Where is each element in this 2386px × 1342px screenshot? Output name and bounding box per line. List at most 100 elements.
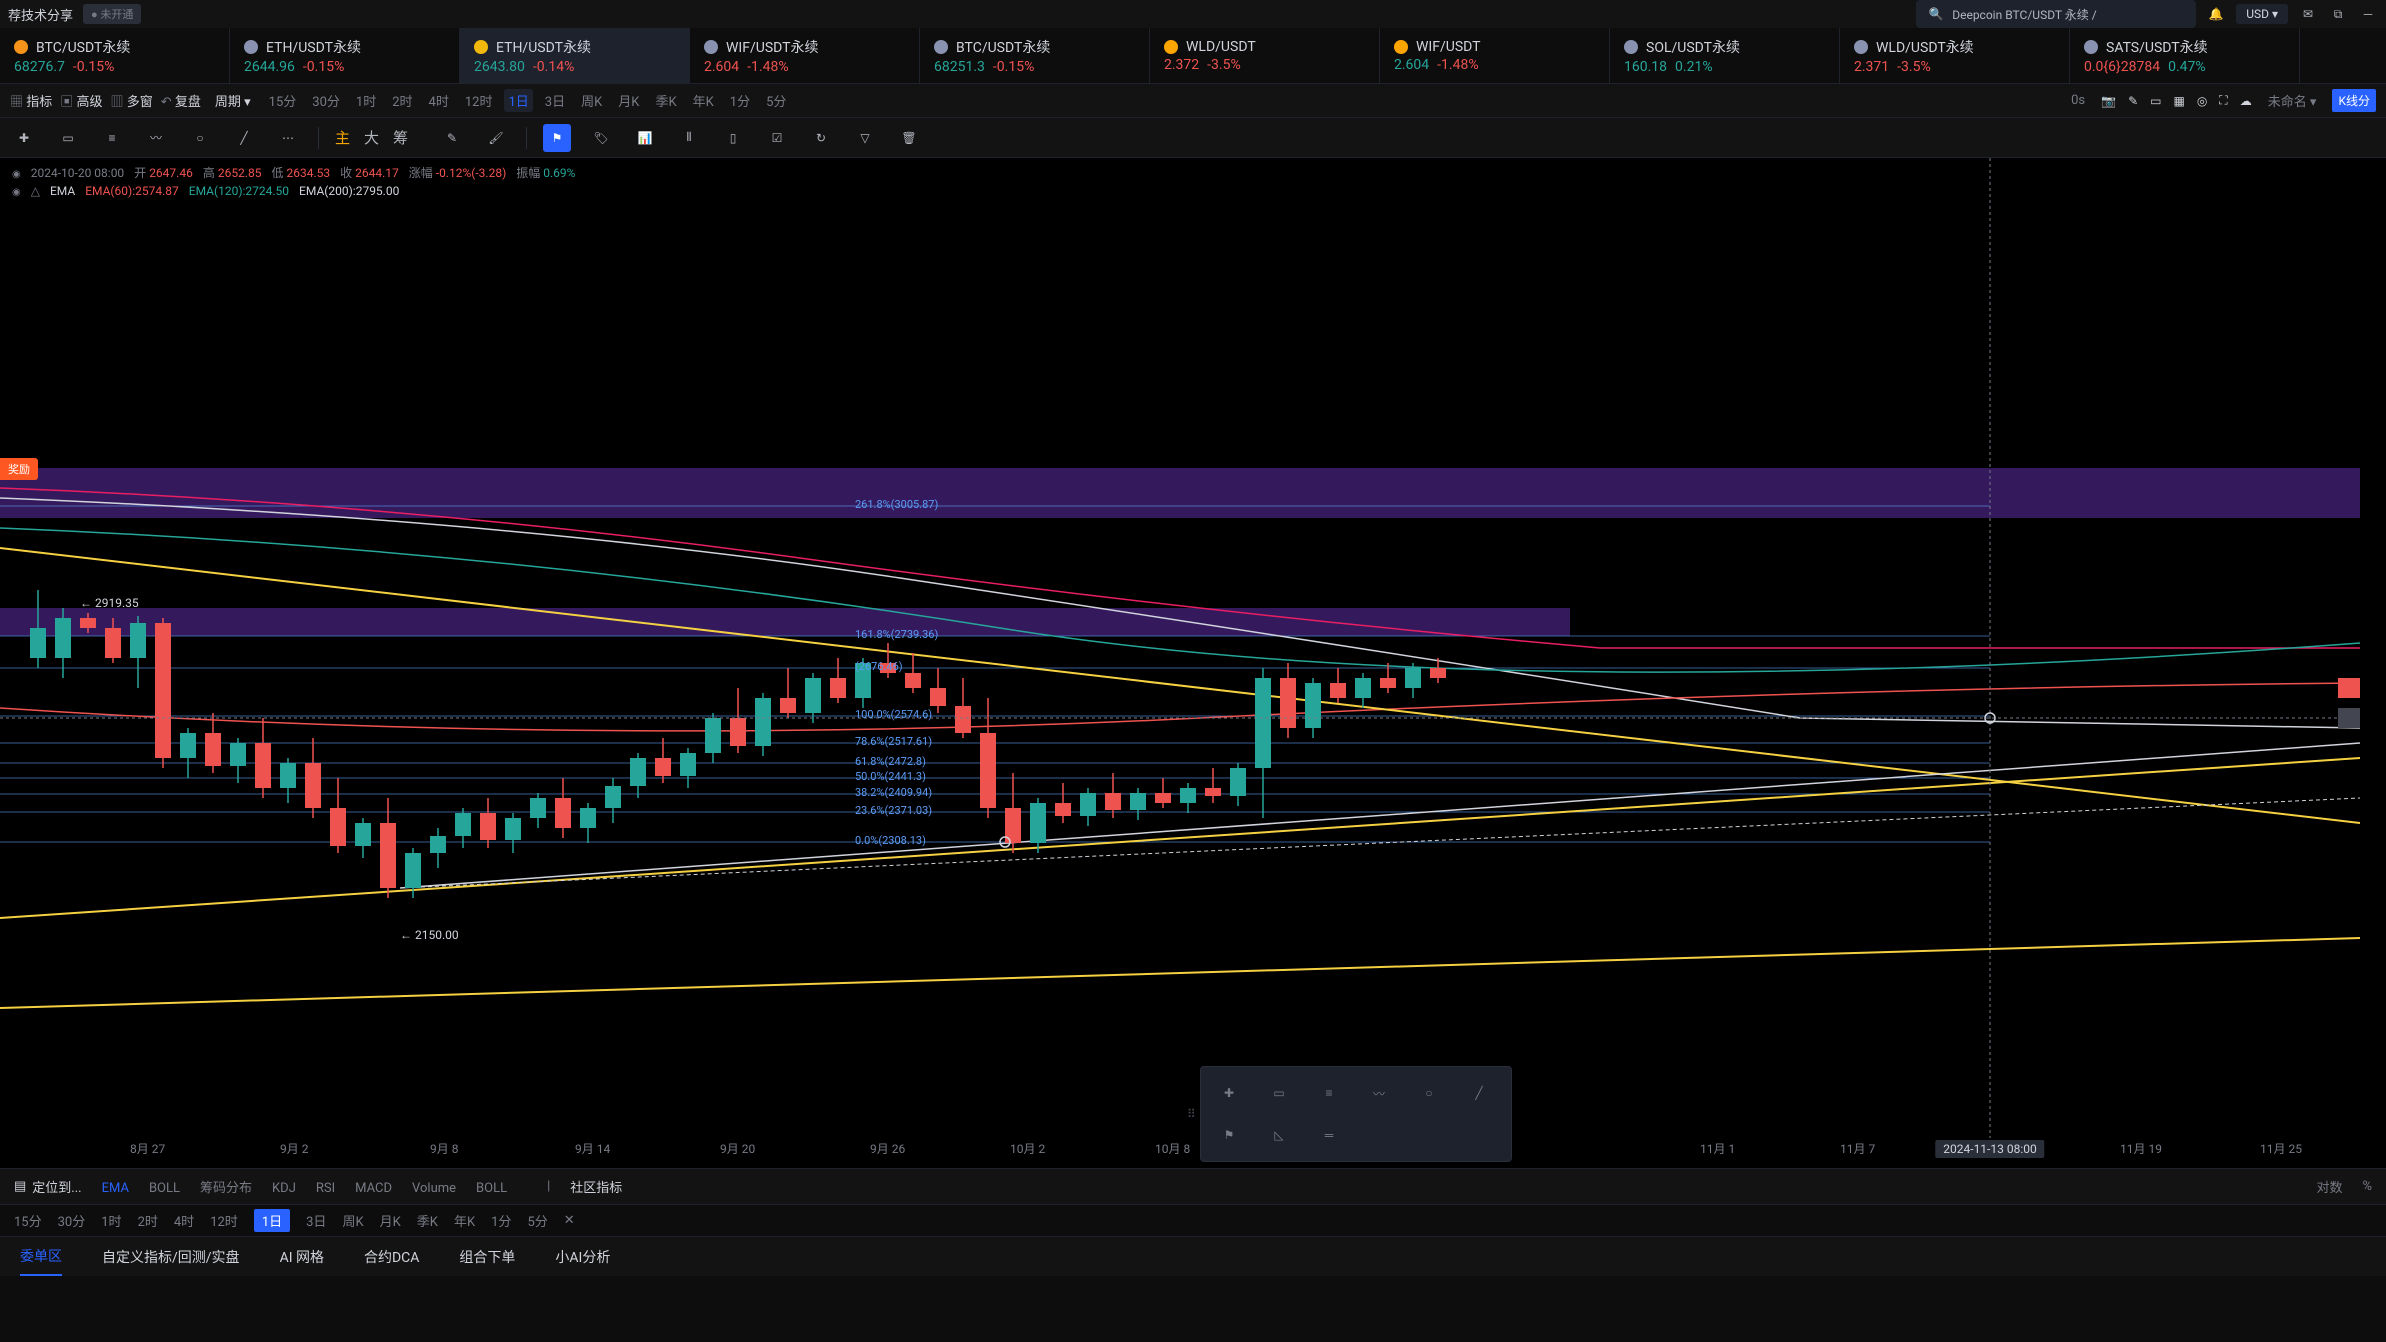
wave-tool[interactable]: 〰 xyxy=(1359,1075,1399,1111)
indicator-option[interactable]: RSI xyxy=(316,1181,335,1196)
kline-badge[interactable]: K线分 xyxy=(2332,89,2376,112)
zh-mode-button[interactable]: 主 xyxy=(335,129,350,147)
indicator-option[interactable]: KDJ xyxy=(272,1181,296,1196)
locate-button[interactable]: ▤ 定位到... xyxy=(14,1177,82,1196)
unnamed-dropdown[interactable]: 未命名 ▾ xyxy=(2264,89,2321,112)
bottom-tab[interactable]: AI 网格 xyxy=(280,1239,324,1275)
popout-icon[interactable]: ⧉ xyxy=(2328,4,2348,24)
more-tool[interactable]: ⋯ xyxy=(274,124,302,152)
timeframe-option[interactable]: 年K xyxy=(689,89,718,112)
symbol-tab[interactable]: WIF/USDT 2.604 -1.48% xyxy=(1380,28,1610,83)
bottom-tab[interactable]: 组合下单 xyxy=(459,1239,515,1275)
status-badge[interactable]: ● 未开通 xyxy=(83,4,141,24)
parallel-tool[interactable]: ═ xyxy=(1309,1117,1349,1153)
symbol-tab[interactable]: WIF/USDT永续 2.604 -1.48% xyxy=(690,28,920,83)
lower-timeframe[interactable]: 季K xyxy=(417,1211,438,1230)
indicator-option[interactable]: MACD xyxy=(355,1181,392,1196)
symbol-tab[interactable]: SOL/USDT永续 160.18 0.21% xyxy=(1610,28,1840,83)
crosshair-tool[interactable]: ✚ xyxy=(10,124,38,152)
log-scale[interactable]: 对数 xyxy=(2316,1177,2342,1196)
lower-timeframe[interactable]: 周K xyxy=(342,1211,363,1230)
layout-icon[interactable]: ▭ xyxy=(2150,94,2161,108)
filter-tool[interactable]: ▽ xyxy=(851,124,879,152)
cloud-icon[interactable]: ☁ xyxy=(2240,94,2252,108)
drag-handle-icon[interactable]: ⠿ xyxy=(1187,1107,1196,1121)
interval-button[interactable]: ▦ 指标 xyxy=(10,91,52,110)
lower-timeframe[interactable]: 2时 xyxy=(138,1211,158,1230)
timeframe-option[interactable]: 1日 xyxy=(504,89,532,112)
timeframe-option[interactable]: 1时 xyxy=(352,89,380,112)
target-icon[interactable]: ◎ xyxy=(2197,94,2207,108)
lower-timeframe[interactable]: 12时 xyxy=(210,1211,238,1230)
pencil-icon[interactable]: ✎ xyxy=(2128,94,2138,108)
lower-timeframe[interactable]: 3日 xyxy=(306,1211,326,1230)
camera-icon[interactable]: 📷 xyxy=(2101,94,2116,108)
symbol-tab[interactable]: WLD/USDT永续 2.371 -3.5% xyxy=(1840,28,2070,83)
zh-mode-button[interactable]: 筹 xyxy=(393,129,408,147)
interval-button[interactable]: ↶ 复盘 xyxy=(161,91,201,110)
percent-icon[interactable]: % xyxy=(2362,1179,2372,1194)
interval-button[interactable]: ▥ 多窗 xyxy=(111,91,153,110)
lower-timeframe[interactable]: 15分 xyxy=(14,1211,42,1230)
circle-tool[interactable]: ○ xyxy=(1409,1075,1449,1111)
cross-tool[interactable]: ✚ xyxy=(1209,1075,1249,1111)
angle-tool[interactable]: ◺ xyxy=(1259,1117,1299,1153)
indicator-option[interactable]: Volume xyxy=(412,1181,456,1196)
minimize-icon[interactable]: ─ xyxy=(2358,4,2378,24)
symbol-tab[interactable]: WLD/USDT 2.372 -3.5% xyxy=(1150,28,1380,83)
close-icon[interactable]: ✕ xyxy=(564,1213,575,1228)
lower-timeframe[interactable]: 1时 xyxy=(101,1211,121,1230)
hlines-tool[interactable]: ≡ xyxy=(1309,1075,1349,1111)
brush-tool[interactable]: 🖌 xyxy=(482,124,510,152)
timeframe-option[interactable]: 月K xyxy=(614,89,643,112)
floating-drawing-palette[interactable]: ⠿ ✚ ▭ ≡ 〰 ○ ╱ ⚑ ◺ ═ xyxy=(1200,1066,1512,1162)
timeframe-option[interactable]: 12时 xyxy=(461,89,497,112)
mail-icon[interactable]: ✉ xyxy=(2298,4,2318,24)
timeframe-option[interactable]: 5分 xyxy=(762,89,790,112)
bars-tool[interactable]: ⦀ xyxy=(675,124,703,152)
line-tool[interactable]: ╱ xyxy=(230,124,258,152)
chart-area[interactable]: 2024-10-20 08:00 开 2647.46 高 2652.85 低 2… xyxy=(0,158,2386,1168)
zh-mode-button[interactable]: 大 xyxy=(364,129,379,147)
symbol-tab[interactable]: BTC/USDT永续 68251.3 -0.15% xyxy=(920,28,1150,83)
date-tool[interactable]: ▯ xyxy=(719,124,747,152)
indicator-option[interactable]: EMA xyxy=(102,1181,129,1196)
lower-timeframe[interactable]: 月K xyxy=(380,1211,401,1230)
symbol-tab[interactable]: ETH/USDT永续 2643.80 -0.14% xyxy=(460,28,690,83)
grid-icon[interactable]: ▦ xyxy=(2173,94,2184,108)
refresh-tool[interactable]: ↻ xyxy=(807,124,835,152)
timeframe-option[interactable]: 周K xyxy=(577,89,606,112)
flag-tool[interactable]: ⚑ xyxy=(543,124,571,152)
indicator-option[interactable]: BOLL xyxy=(149,1181,180,1196)
rect-tool[interactable]: ▭ xyxy=(54,124,82,152)
timeframe-option[interactable]: 4时 xyxy=(425,89,453,112)
bell-icon[interactable]: 🔔 xyxy=(2206,4,2226,24)
line-tool[interactable]: ╱ xyxy=(1459,1075,1499,1111)
timeframe-option[interactable]: 3日 xyxy=(541,89,569,112)
bottom-tab[interactable]: 委单区 xyxy=(20,1238,62,1276)
reward-tag[interactable]: 奖励 xyxy=(0,458,38,480)
bottom-tab[interactable]: 合约DCA xyxy=(364,1239,419,1275)
indicator-option[interactable]: BOLL xyxy=(476,1181,507,1196)
lower-timeframe[interactable]: 1分 xyxy=(491,1211,511,1230)
fullscreen-icon[interactable]: ⛶ xyxy=(2219,93,2227,108)
period-dropdown[interactable]: 周期 ▾ xyxy=(215,91,251,110)
edit-tool[interactable]: ✎ xyxy=(438,124,466,152)
wave-tool[interactable]: 〰 xyxy=(142,124,170,152)
currency-selector[interactable]: USD ▾ xyxy=(2236,4,2288,24)
circle-tool[interactable]: ○ xyxy=(186,124,214,152)
timeframe-option[interactable]: 2时 xyxy=(388,89,416,112)
tag-tool[interactable]: 🏷 xyxy=(587,124,615,152)
chart-canvas[interactable] xyxy=(0,158,2360,1138)
search-input[interactable]: 🔍 Deepcoin BTC/USDT 永续 / xyxy=(1916,0,2196,28)
hlines-tool[interactable]: ≡ xyxy=(98,124,126,152)
symbol-tab[interactable]: ETH/USDT永续 2644.96 -0.15% xyxy=(230,28,460,83)
symbol-tab[interactable]: BTC/USDT永续 68276.7 -0.15% xyxy=(0,28,230,83)
lower-timeframe[interactable]: 5分 xyxy=(527,1211,547,1230)
rect-tool[interactable]: ▭ xyxy=(1259,1075,1299,1111)
lower-timeframe[interactable]: 年K xyxy=(454,1211,475,1230)
trash-tool[interactable]: 🗑 xyxy=(895,124,923,152)
check-tool[interactable]: ☑ xyxy=(763,124,791,152)
lower-timeframe[interactable]: 1日 xyxy=(254,1209,290,1232)
indicator-option[interactable]: 筹码分布 xyxy=(200,1181,252,1196)
